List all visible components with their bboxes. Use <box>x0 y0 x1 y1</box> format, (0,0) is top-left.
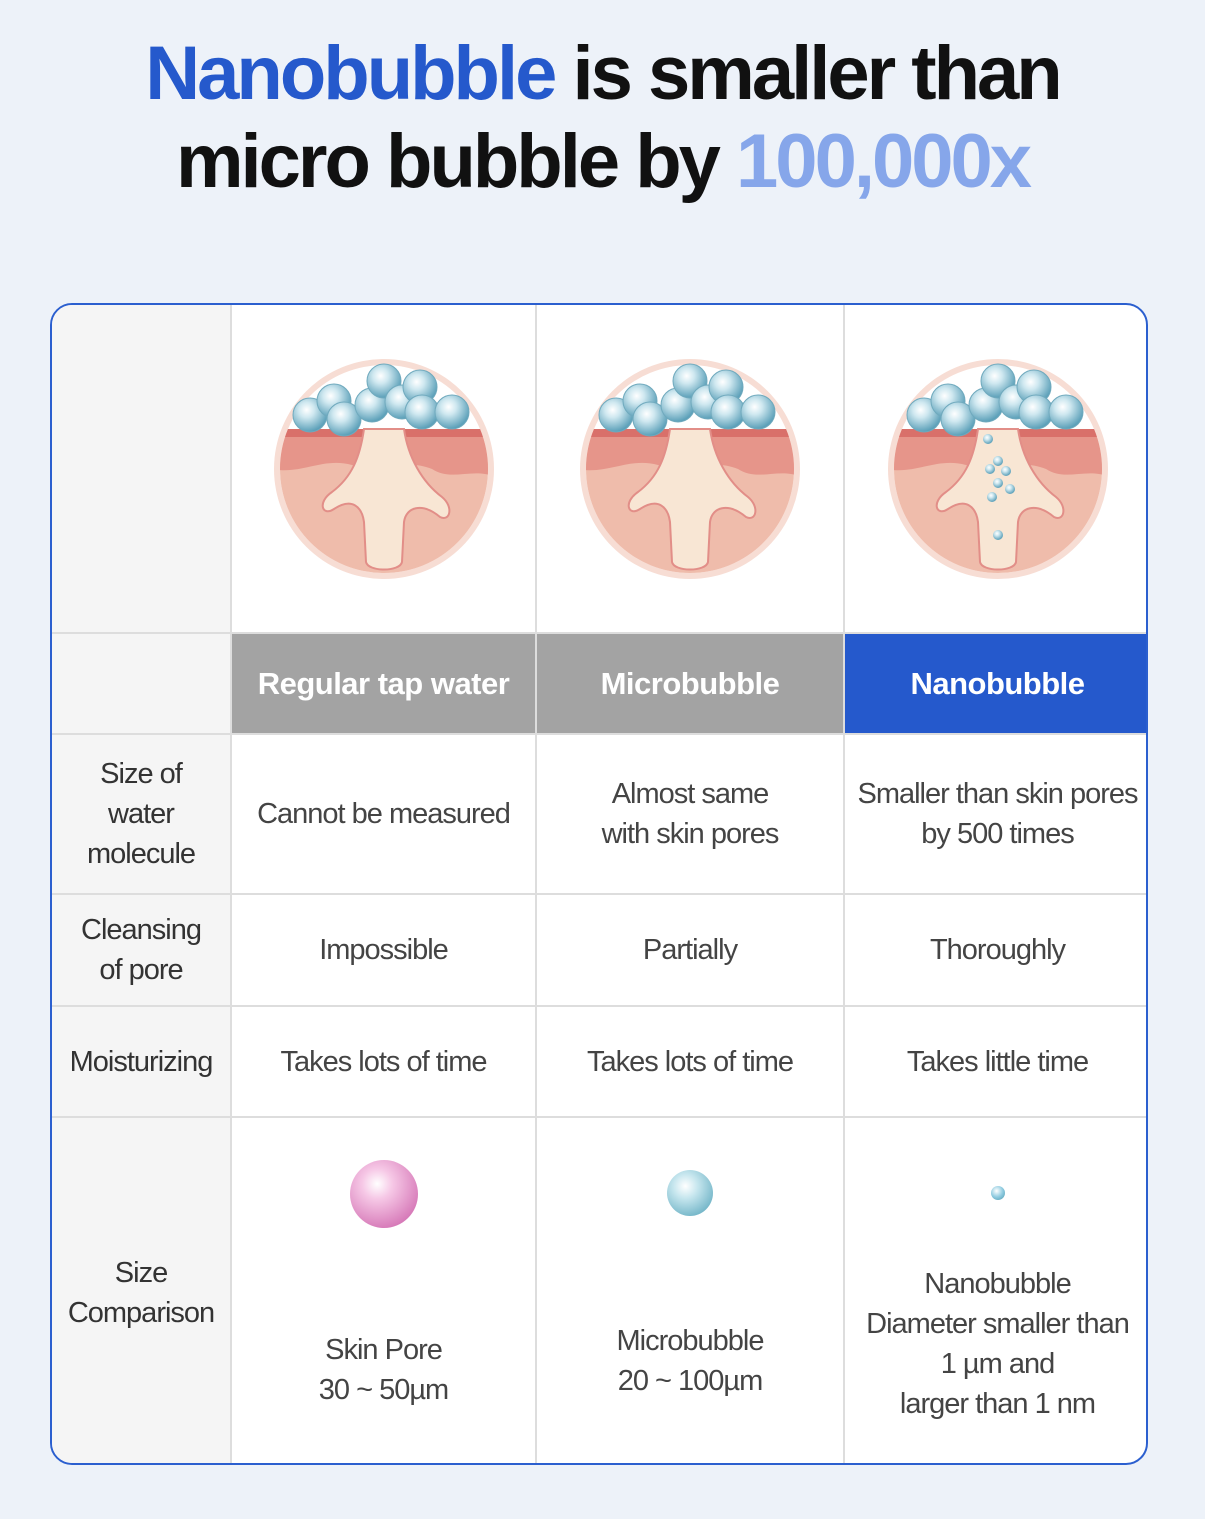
pore-illustration-nano <box>845 305 1146 634</box>
size-text: Microbubble 20 ~ 100µm <box>616 1325 765 1397</box>
column-header-tap: Regular tap water <box>232 634 537 735</box>
row-label: Size of water molecule <box>52 735 232 895</box>
nano-bubble-icon <box>990 1186 1005 1200</box>
pore-illustration-micro <box>537 305 845 634</box>
title-highlight: Nanobubble <box>145 31 557 116</box>
row-label: Size Comparison <box>52 1118 232 1463</box>
table-cell: Thoroughly <box>845 895 1146 1007</box>
title-multiplier: 100,000x <box>736 119 1032 204</box>
skin-pore-icon <box>887 358 1108 579</box>
table-cell: Smaller than skin pores by 500 times <box>845 735 1146 895</box>
table-cell: Partially <box>537 895 845 1007</box>
table-cell: Cannot be measured <box>232 735 537 895</box>
size-text: Skin Pore 30 ~ 50µm <box>318 1334 449 1406</box>
title-text: micro bubble by <box>175 119 737 204</box>
row-label: Moisturizing <box>52 1007 232 1118</box>
column-header-micro: Microbubble <box>537 634 845 735</box>
size-cell-micro: Microbubble 20 ~ 100µm <box>537 1118 845 1463</box>
empty-header <box>52 634 232 735</box>
blue-bubble-icon <box>667 1170 713 1216</box>
empty-corner <box>52 305 232 634</box>
size-cell-tap: Skin Pore 30 ~ 50µm <box>232 1118 537 1463</box>
pore-illustration-tap <box>232 305 537 634</box>
table-cell: Takes lots of time <box>537 1007 845 1118</box>
table-cell: Takes little time <box>845 1007 1146 1118</box>
size-cell-nano: Nanobubble Diameter smaller than 1 µm an… <box>845 1118 1146 1463</box>
skin-pore-icon <box>273 358 494 579</box>
table-cell: Impossible <box>232 895 537 1007</box>
size-text: Nanobubble Diameter smaller than 1 µm an… <box>866 1268 1130 1420</box>
comparison-table: Regular tap water Microbubble Nanobubble… <box>50 303 1148 1465</box>
table-cell: Takes lots of time <box>232 1007 537 1118</box>
row-label: Cleansing of pore <box>52 895 232 1007</box>
table-cell: Almost same with skin pores <box>537 735 845 895</box>
pink-bubble-icon <box>349 1160 418 1228</box>
column-header-nano: Nanobubble <box>845 634 1146 735</box>
skin-pore-icon <box>580 358 800 579</box>
title-text: is smaller than <box>554 31 1062 116</box>
page-title: Nanobubble is smaller than micro bubble … <box>0 30 1205 206</box>
